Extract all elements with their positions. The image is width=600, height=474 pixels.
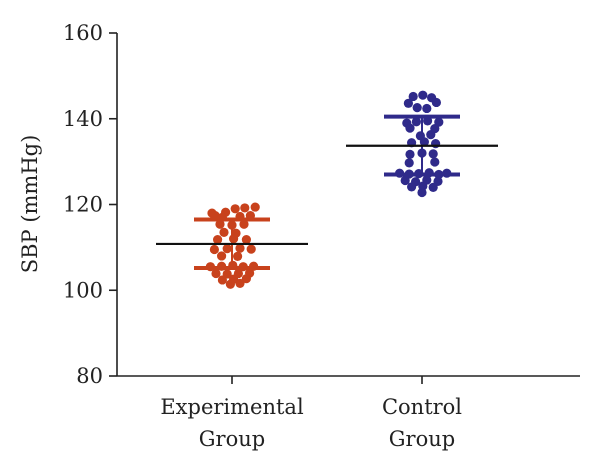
data-point xyxy=(240,203,250,213)
data-point xyxy=(403,98,413,108)
data-point xyxy=(241,274,251,284)
data-point xyxy=(430,157,440,167)
data-point xyxy=(250,202,260,212)
data-point xyxy=(209,244,219,255)
data-point xyxy=(230,204,240,214)
x-category-label-line1: Control xyxy=(382,395,462,419)
data-point xyxy=(222,244,232,254)
y-tick-label: 140 xyxy=(63,107,103,131)
x-category-label-line2: Group xyxy=(389,427,455,451)
x-category-label-line2: Group xyxy=(199,427,265,451)
data-point xyxy=(405,123,415,133)
data-point xyxy=(422,103,432,114)
data-point xyxy=(405,149,415,159)
data-point xyxy=(404,158,414,168)
x-axis-ticks: Experimental Group Control Group xyxy=(160,376,462,451)
x-category-label-line1: Experimental xyxy=(160,395,304,419)
data-point xyxy=(400,175,410,186)
data-point xyxy=(239,219,249,229)
data-point xyxy=(219,227,229,237)
data-point xyxy=(225,279,235,289)
data-point xyxy=(211,268,221,279)
y-tick-label: 160 xyxy=(63,21,103,45)
data-point xyxy=(235,278,245,288)
data-point xyxy=(411,117,421,127)
data-point xyxy=(246,244,256,254)
data-point xyxy=(241,235,251,245)
data-point xyxy=(418,90,428,100)
y-axis-ticks: 80 100 120 140 160 xyxy=(63,21,117,388)
data-point xyxy=(412,103,422,113)
y-tick-label: 100 xyxy=(63,278,103,302)
data-point xyxy=(233,251,243,261)
data-point xyxy=(428,149,438,159)
data-point xyxy=(217,275,227,285)
data-point xyxy=(215,219,225,229)
data-point xyxy=(217,251,227,261)
data-point xyxy=(428,182,438,192)
y-tick-label: 80 xyxy=(76,364,103,388)
summary-lines xyxy=(156,114,498,270)
data-point xyxy=(408,91,418,102)
data-point xyxy=(235,243,245,253)
y-tick-label: 120 xyxy=(63,193,103,217)
data-points xyxy=(205,90,452,289)
data-point xyxy=(407,182,417,192)
data-point xyxy=(229,234,239,244)
data-point xyxy=(417,187,427,198)
y-axis-title: SBP (mmHg) xyxy=(18,135,42,274)
data-point xyxy=(426,130,436,140)
data-point xyxy=(431,97,441,108)
data-point xyxy=(213,235,223,245)
